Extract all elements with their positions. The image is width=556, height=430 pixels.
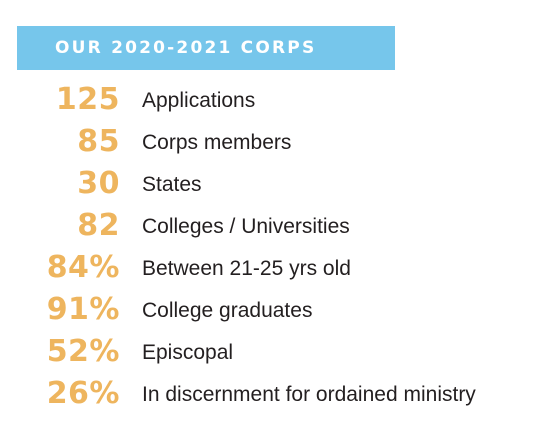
stat-number: 82 bbox=[77, 208, 120, 243]
stat-label: Corps members bbox=[142, 131, 292, 154]
header-banner: OUR 2020-2021 CORPS bbox=[17, 26, 395, 70]
stat-number: 84% bbox=[46, 250, 120, 285]
stat-number: 91% bbox=[46, 292, 120, 327]
stat-label: Applications bbox=[142, 89, 256, 112]
stat-number: 26% bbox=[46, 376, 120, 411]
stat-row-corps-members: 85 Corps members bbox=[0, 122, 556, 164]
stat-row-age: 84% Between 21-25 yrs old bbox=[0, 248, 556, 290]
stat-label: Between 21-25 yrs old bbox=[142, 257, 351, 280]
stat-row-episcopal: 52% Episcopal bbox=[0, 332, 556, 374]
stat-row-applications: 125 Applications bbox=[0, 80, 556, 122]
banner-title: OUR 2020-2021 CORPS bbox=[55, 38, 317, 58]
stat-number: 52% bbox=[46, 334, 120, 369]
stat-label: States bbox=[142, 173, 202, 196]
stat-label: College graduates bbox=[142, 299, 313, 322]
stat-label: In discernment for ordained ministry bbox=[142, 383, 476, 406]
stat-row-states: 30 States bbox=[0, 164, 556, 206]
stat-number: 30 bbox=[77, 166, 120, 201]
stat-number: 85 bbox=[77, 124, 120, 159]
stat-row-colleges: 82 Colleges / Universities bbox=[0, 206, 556, 248]
stat-number: 125 bbox=[55, 82, 120, 117]
stat-row-graduates: 91% College graduates bbox=[0, 290, 556, 332]
stat-row-discernment: 26% In discernment for ordained ministry bbox=[0, 374, 556, 416]
stat-label: Episcopal bbox=[142, 341, 234, 364]
stat-label: Colleges / Universities bbox=[142, 215, 350, 238]
